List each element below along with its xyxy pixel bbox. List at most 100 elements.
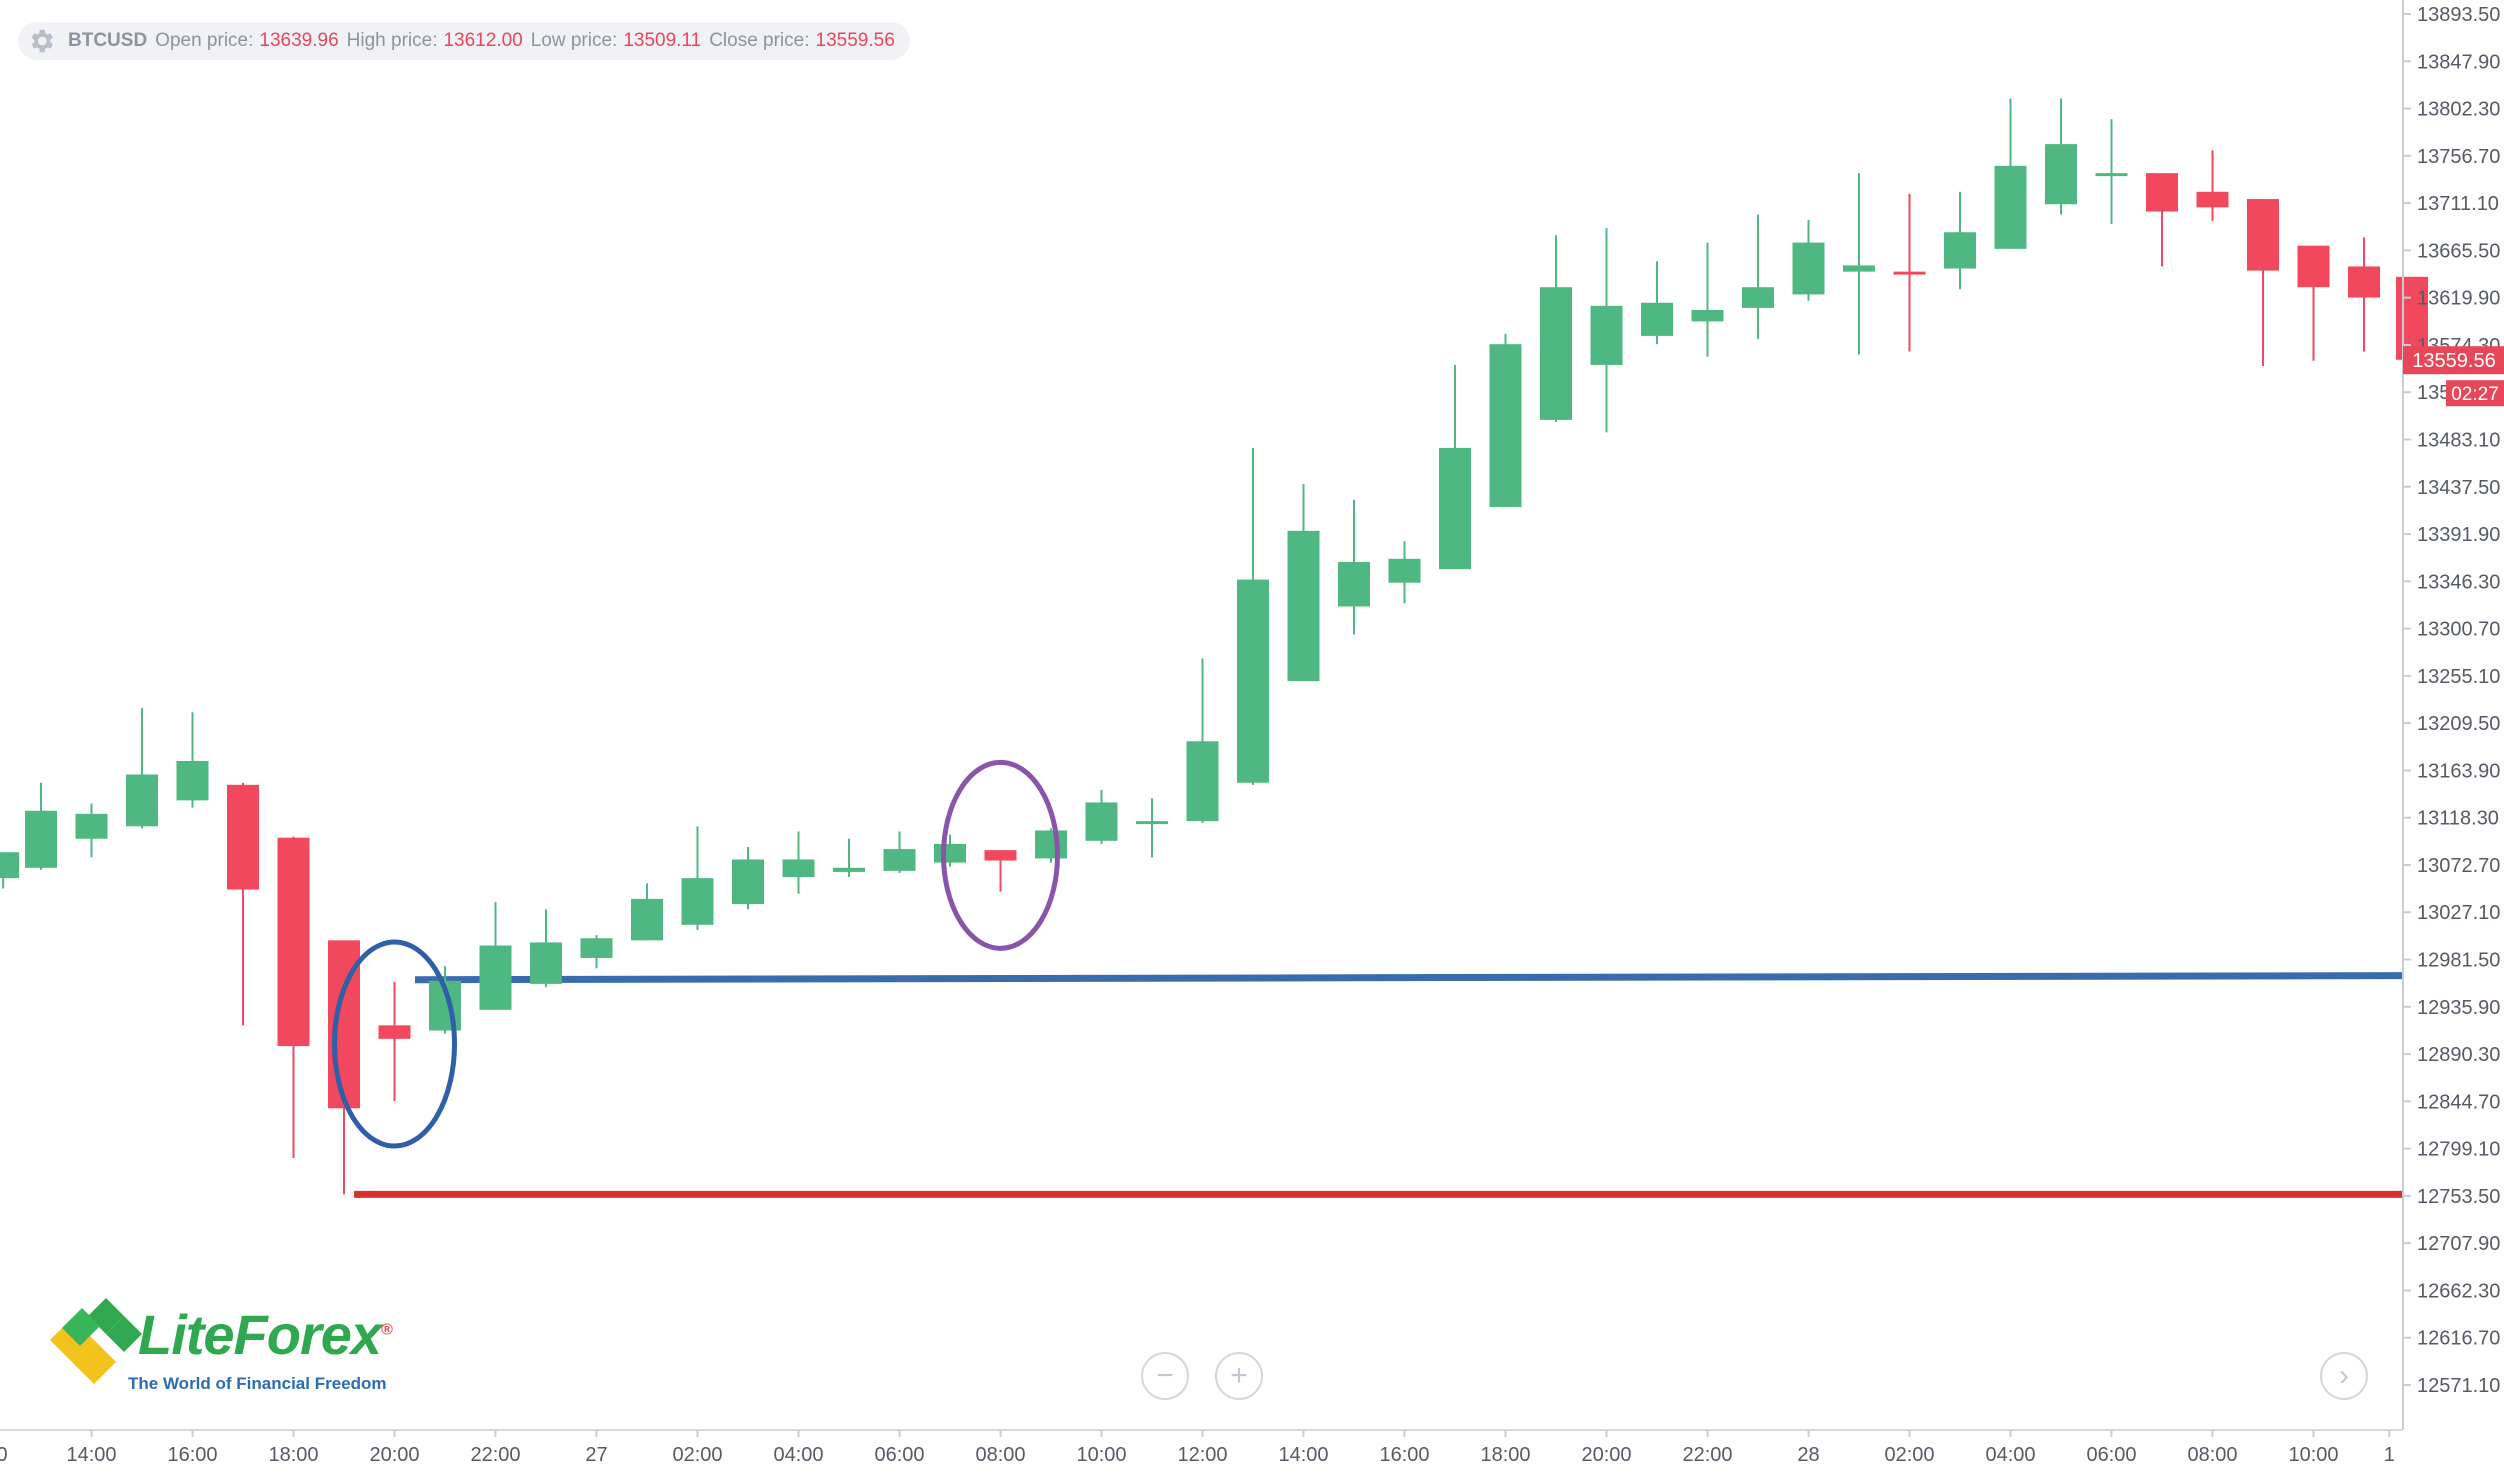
candle-body — [1742, 287, 1774, 308]
bullish-candle[interactable] — [580, 935, 613, 969]
time-tick-label: 02:00 — [1884, 1444, 1934, 1466]
gear-icon[interactable] — [26, 26, 56, 56]
bullish-candle[interactable] — [0, 852, 20, 889]
price-tick-label: 13847.90 — [2417, 51, 2500, 73]
high-price-label: High price: — [346, 30, 438, 51]
bullish-candle[interactable] — [75, 803, 108, 858]
time-tick-label: 12:00 — [1177, 1444, 1227, 1466]
time-tick-label: 14:00 — [1278, 1444, 1328, 1466]
candle-body — [883, 849, 916, 871]
bearish-candle[interactable] — [227, 782, 259, 1026]
candle-body — [1893, 271, 1926, 275]
bullish-candle[interactable] — [934, 834, 966, 867]
bullish-candle[interactable] — [1691, 242, 1724, 357]
trademark-symbol: ® — [381, 1321, 393, 1339]
candle-body — [1489, 344, 1522, 507]
bullish-candle[interactable] — [1742, 214, 1774, 340]
time-tick-label: 16:00 — [167, 1444, 217, 1466]
bearish-candle[interactable] — [2395, 276, 2428, 360]
bullish-candle[interactable] — [1540, 235, 1572, 422]
bullish-candle[interactable] — [1590, 228, 1623, 433]
bullish-candle[interactable] — [126, 708, 158, 829]
zoom-out-button[interactable]: − — [1141, 1352, 1189, 1400]
ohlc-info-bar: BTCUSD Open price: 13639.96 High price: … — [18, 22, 910, 60]
time-tick-label: 28 — [1797, 1444, 1819, 1466]
bullish-candle[interactable] — [1792, 219, 1825, 301]
bullish-candle[interactable] — [681, 826, 714, 930]
bearish-candle[interactable] — [2146, 173, 2178, 267]
candle-body — [530, 942, 562, 984]
candle-body — [2045, 144, 2077, 205]
bearish-candle[interactable] — [984, 850, 1017, 892]
liteforex-logo: LiteForex® The World of Financial Freedo… — [42, 1298, 422, 1418]
bearish-candle[interactable] — [2196, 150, 2229, 221]
bullish-candle[interactable] — [1035, 828, 1067, 863]
liteforex-mark-icon — [50, 1298, 142, 1384]
bearish-candle[interactable] — [277, 836, 310, 1159]
bullish-candle[interactable] — [530, 909, 562, 987]
bearish-candle[interactable] — [378, 981, 411, 1102]
candle-body — [1439, 447, 1471, 570]
bearish-candle[interactable] — [328, 940, 360, 1195]
bullish-candle[interactable] — [1085, 790, 1118, 844]
time-axis[interactable]: 00 14:00 16:00 18:00 20:00 22:00 27 02:00 04:00 0… — [0, 1430, 2395, 1466]
candle-body — [1792, 242, 1825, 295]
bullish-candle[interactable] — [1237, 447, 1269, 785]
bullish-candle[interactable] — [1994, 98, 2027, 249]
candle-body — [1136, 821, 1168, 825]
bullish-candle[interactable] — [1388, 541, 1421, 604]
candle-body — [631, 898, 663, 941]
bullish-candle[interactable] — [833, 838, 865, 878]
candle-body — [227, 784, 259, 890]
candle-body — [984, 850, 1017, 861]
candle-body — [1641, 302, 1673, 336]
bullish-candle[interactable] — [883, 831, 916, 873]
price-tick-label: 12799.10 — [2417, 1139, 2500, 1161]
bullish-candle[interactable] — [25, 782, 57, 870]
bearish-candle[interactable] — [2247, 199, 2279, 366]
time-tick-label: 02:00 — [672, 1444, 722, 1466]
candle-body — [1186, 741, 1219, 822]
bullish-candle[interactable] — [1944, 191, 1976, 290]
zoom-in-button[interactable]: + — [1215, 1352, 1263, 1400]
bullish-candle[interactable] — [1641, 261, 1673, 345]
price-tick-label: 12753.50 — [2417, 1186, 2500, 1208]
bullish-candle[interactable] — [1186, 658, 1219, 824]
purple-highlight-circle — [941, 759, 1060, 951]
price-tick-label: 13027.10 — [2417, 902, 2500, 924]
scroll-right-button[interactable]: › — [2320, 1352, 2368, 1400]
bullish-candle[interactable] — [782, 831, 815, 894]
bullish-candle[interactable] — [1287, 484, 1320, 682]
bullish-candle[interactable] — [1489, 333, 1522, 507]
candle-body — [2247, 199, 2279, 271]
bullish-candle[interactable] — [631, 883, 663, 941]
bearish-candle[interactable] — [1893, 193, 1926, 352]
time-tick-label: 20:00 — [369, 1444, 419, 1466]
bearish-candle[interactable] — [2348, 237, 2380, 352]
bullish-candle[interactable] — [1136, 798, 1168, 858]
candle-body — [1590, 305, 1623, 365]
time-tick-label: 04:00 — [773, 1444, 823, 1466]
bullish-candle[interactable] — [1439, 364, 1471, 570]
bullish-candle[interactable] — [2045, 98, 2077, 215]
bullish-candle[interactable] — [176, 712, 209, 808]
open-price-label: Open price: — [155, 30, 254, 51]
bearish-candle[interactable] — [2297, 245, 2330, 361]
price-tick-label: 13665.50 — [2417, 240, 2500, 262]
time-tick-label: 10:00 — [2288, 1444, 2338, 1466]
candle-body — [833, 867, 865, 872]
bullish-candle[interactable] — [2095, 119, 2128, 224]
candle-body — [25, 810, 57, 868]
bullish-candle[interactable] — [479, 901, 512, 1010]
bullish-candle[interactable] — [1338, 499, 1370, 635]
bullish-candle[interactable] — [732, 847, 764, 910]
time-tick-label: 10:00 — [1076, 1444, 1126, 1466]
time-tick-label: 22:00 — [1682, 1444, 1732, 1466]
price-tick-label: 13118.30 — [2417, 808, 2499, 830]
candle-body — [934, 843, 966, 863]
time-tick-label: 04:00 — [1985, 1444, 2035, 1466]
price-axis[interactable]: 13893.50 13847.90 13802.30 13756.70 13711.10… — [2403, 4, 2500, 1397]
candle-body — [75, 813, 108, 839]
bullish-candle[interactable] — [1843, 173, 1875, 355]
